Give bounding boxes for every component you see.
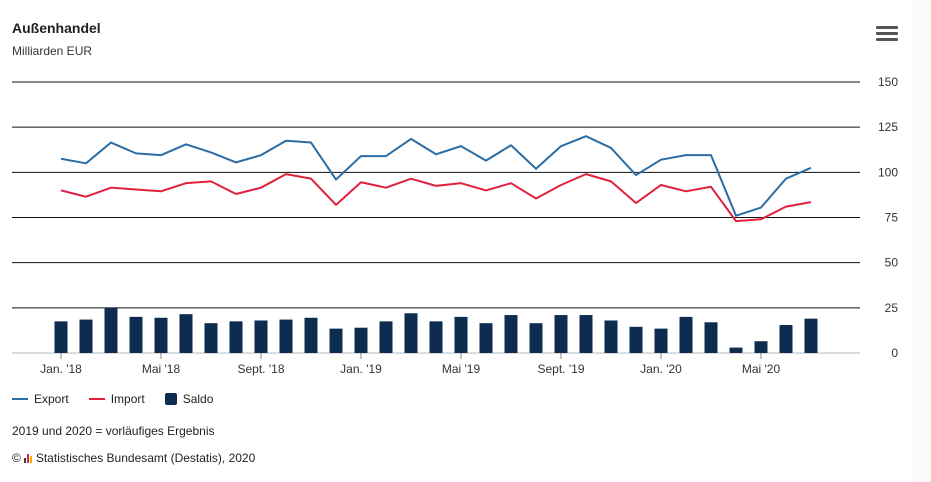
x-tick-label: Mai '19: [442, 362, 481, 376]
copyright-symbol: ©: [12, 451, 21, 465]
saldo-bar: [179, 314, 193, 353]
legend-label-saldo: Saldo: [182, 392, 214, 406]
saldo-bar: [579, 315, 593, 353]
saldo-bar: [329, 328, 343, 353]
destatis-logo-icon: [23, 453, 33, 463]
saldo-bar: [379, 321, 393, 353]
saldo-bar: [629, 326, 643, 353]
import-series-line: [60, 173, 812, 223]
saldo-bar: [554, 315, 568, 353]
saldo-bar: [804, 318, 818, 353]
saldo-bar: [279, 319, 293, 353]
right-edge-strip: [912, 0, 931, 482]
saldo-bar: [604, 320, 618, 353]
saldo-bar: [529, 323, 543, 353]
y-tick-label: 125: [878, 120, 898, 134]
saldo-bar: [729, 347, 743, 353]
legend-item-saldo[interactable]: Saldo: [164, 392, 214, 406]
saldo-bar: [354, 327, 368, 353]
import-line-swatch: [88, 398, 105, 400]
saldo-bar: [54, 321, 68, 353]
x-axis-ticks: Jan. '18 Mai '18 Sept. '18 Jan. '19 Mai '19 S…: [40, 353, 780, 376]
chart-title: Außenhandel: [12, 20, 101, 36]
saldo-bar: [504, 315, 518, 353]
x-tick-label: Jan. '19: [340, 362, 382, 376]
legend-label-export: Export: [34, 392, 69, 406]
saldo-bar: [779, 324, 793, 353]
saldo-bar: [154, 317, 168, 353]
y-tick-label: 0: [891, 346, 898, 360]
legend-label-import: Import: [110, 392, 145, 406]
saldo-box-swatch: [164, 393, 177, 405]
x-tick-label: Jan. '20: [640, 362, 682, 376]
export-line-swatch: [12, 398, 28, 400]
saldo-bar: [129, 316, 143, 353]
x-tick-label: Mai '18: [142, 362, 181, 376]
hamburger-menu-icon[interactable]: [876, 26, 898, 44]
saldo-bar: [479, 323, 493, 353]
export-series-line: [60, 135, 812, 217]
saldo-bar: [79, 319, 93, 353]
saldo-bars: [54, 307, 818, 353]
gridlines: [12, 81, 860, 354]
saldo-bar: [104, 307, 118, 353]
footnote: 2019 und 2020 = vorläufiges Ergebnis: [12, 424, 215, 438]
x-tick-label: Jan. '18: [40, 362, 82, 376]
series-lines: [60, 135, 812, 223]
y-tick-label: 150: [878, 75, 898, 89]
chart-subtitle: Milliarden EUR: [12, 44, 93, 58]
saldo-bar: [754, 341, 768, 353]
legend-item-export[interactable]: Export: [12, 392, 69, 406]
saldo-bar: [254, 320, 268, 353]
saldo-bar: [704, 322, 718, 353]
saldo-bar: [204, 323, 218, 353]
saldo-bar: [654, 328, 668, 353]
y-tick-label: 100: [878, 165, 898, 179]
y-tick-label: 25: [885, 301, 899, 315]
legend-item-import[interactable]: Import: [88, 392, 145, 406]
x-tick-label: Mai '20: [742, 362, 781, 376]
saldo-bar: [679, 316, 693, 353]
y-tick-label: 75: [885, 211, 899, 225]
saldo-bar: [304, 317, 318, 353]
saldo-bar: [229, 321, 243, 353]
source-text: Statistisches Bundesamt (Destatis), 2020: [35, 451, 256, 465]
saldo-bar: [454, 316, 468, 353]
x-tick-label: Sept. '18: [238, 362, 285, 376]
chart-area: 0 25 50 75 100 125 150 Jan. '18 Mai '18 Sept. '1…: [12, 75, 898, 376]
x-tick-label: Sept. '19: [538, 362, 585, 376]
legend: Export Import Saldo: [12, 392, 233, 406]
saldo-bar: [404, 313, 418, 353]
saldo-bar: [429, 321, 443, 353]
y-tick-label: 50: [885, 256, 899, 270]
source-credit: © Statistisches Bundesamt (Destatis), 20…: [12, 451, 255, 465]
y-axis-ticks: 0 25 50 75 100 125 150: [878, 75, 898, 360]
